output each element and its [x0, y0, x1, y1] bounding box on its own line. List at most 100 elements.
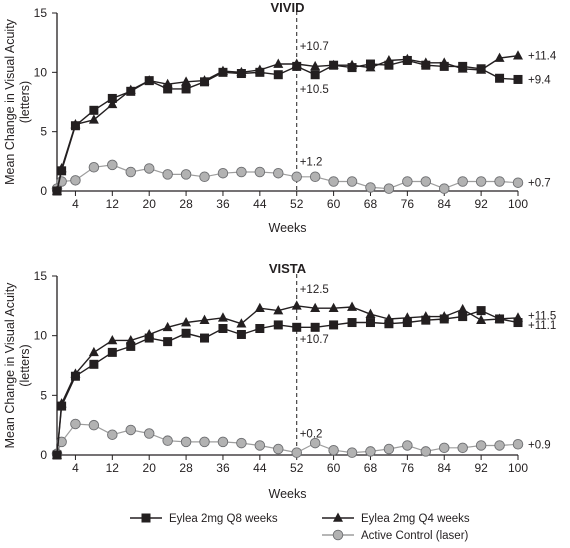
y-axis-label-line: Mean Change in Visual Acuity — [3, 282, 17, 449]
data-point-laser — [457, 442, 468, 454]
data-point-laser — [273, 167, 284, 179]
data-point-laser — [70, 175, 81, 186]
data-point-q4 — [347, 301, 358, 311]
data-point-q4 — [107, 98, 118, 109]
data-point-laser — [125, 424, 137, 436]
data-point-q8 — [126, 341, 136, 351]
data-point-q8 — [458, 312, 468, 322]
data-point-laser — [236, 166, 247, 178]
data-point-q8 — [329, 60, 339, 70]
data-point-q8 — [402, 55, 412, 65]
data-point-q4 — [217, 312, 228, 322]
data-point-laser — [180, 169, 192, 180]
data-point-laser — [420, 446, 432, 457]
data-point-laser — [56, 436, 67, 448]
data-point-laser — [291, 447, 302, 458]
data-point-laser — [199, 171, 210, 183]
data-point-q8 — [107, 93, 117, 103]
data-point-q8 — [163, 337, 173, 347]
vivid-panel: VIVID 0 5 10 15 4 12 20 28 36 44 52 60 68 76 84 92 100 Wee… — [3, 0, 557, 235]
data-point-laser — [309, 171, 321, 183]
data-point-laser — [217, 436, 229, 448]
data-point-laser — [199, 436, 210, 448]
value-annotation: +11.5 — [528, 310, 556, 322]
data-point-q8 — [89, 105, 99, 115]
data-point-q8 — [421, 315, 431, 325]
data-point-q8 — [144, 76, 154, 86]
data-point-q8 — [310, 70, 320, 80]
data-point-q8 — [310, 322, 320, 332]
data-point-q8 — [218, 324, 228, 334]
data-point-laser — [346, 447, 358, 458]
data-point-q8 — [163, 84, 173, 94]
x-tick-label: 92 — [474, 197, 488, 211]
value-annotation: +12.5 — [300, 284, 329, 296]
y-tick-label: 5 — [40, 388, 47, 402]
data-point-laser — [438, 183, 450, 194]
value-annotation: +11.1 — [528, 320, 556, 332]
data-point-laser — [438, 442, 450, 454]
data-point-q8 — [292, 322, 302, 332]
data-point-q8 — [255, 324, 265, 334]
data-point-laser — [180, 436, 192, 448]
legend-marker-q4 — [333, 512, 343, 522]
x-tick-label: 20 — [143, 197, 157, 211]
data-point-laser — [328, 176, 339, 187]
data-point-q4 — [88, 346, 99, 357]
data-point-q8 — [458, 61, 468, 71]
data-point-laser — [402, 176, 413, 187]
data-point-q4 — [88, 114, 99, 124]
data-point-q4 — [107, 334, 118, 345]
legend: Eylea 2mg Q8 weeks Eylea 2mg Q4 weeks Acti… — [130, 512, 470, 542]
data-point-q4 — [291, 300, 302, 310]
data-point-laser — [70, 418, 81, 430]
data-point-q8 — [347, 63, 357, 73]
x-tick-label: 44 — [253, 461, 267, 475]
data-point-q4 — [273, 58, 284, 68]
legend-marker-q8 — [141, 513, 151, 523]
x-tick-label: 36 — [216, 461, 230, 475]
x-tick-label: 36 — [216, 197, 230, 211]
data-point-q8 — [70, 371, 80, 381]
data-point-q4 — [513, 50, 523, 60]
data-point-q8 — [329, 320, 339, 330]
x-axis-label: Weeks — [269, 221, 307, 235]
data-point-q8 — [57, 166, 67, 176]
data-point-q4 — [476, 314, 487, 324]
data-point-laser — [162, 435, 173, 446]
data-point-q4 — [254, 302, 265, 313]
data-point-q8 — [495, 73, 505, 83]
x-tick-label: 100 — [508, 461, 528, 475]
y-axis-label-line: (letters) — [18, 81, 32, 123]
data-point-q8 — [439, 314, 449, 324]
data-point-q8 — [200, 77, 210, 87]
data-point-laser — [346, 176, 358, 187]
data-point-laser — [365, 182, 376, 193]
y-axis-label-line: (letters) — [18, 344, 32, 386]
data-point-laser — [475, 176, 487, 187]
x-tick-label: 12 — [106, 461, 120, 475]
x-tick-label: 60 — [327, 197, 341, 211]
data-point-q8 — [273, 320, 283, 330]
data-point-q8 — [144, 333, 154, 343]
data-point-laser — [383, 443, 395, 455]
x-tick-label: 76 — [401, 197, 415, 211]
data-point-q8 — [365, 59, 375, 69]
x-axis-label: Weeks — [269, 487, 307, 501]
data-point-q4 — [162, 321, 173, 332]
data-point-laser — [457, 176, 468, 187]
data-point-laser — [236, 437, 247, 449]
data-point-q8 — [384, 319, 394, 329]
data-point-q8 — [89, 359, 99, 369]
data-point-q8 — [255, 67, 265, 77]
y-tick-label: 0 — [40, 448, 47, 462]
data-point-q8 — [218, 67, 228, 77]
data-point-q8 — [421, 60, 431, 70]
value-annotation: +11.4 — [528, 51, 557, 63]
data-point-q8 — [513, 74, 523, 84]
data-point-q4 — [457, 303, 468, 314]
data-point-q4 — [181, 317, 192, 327]
data-point-q8 — [495, 314, 505, 324]
data-point-q8 — [365, 318, 375, 328]
data-point-q8 — [181, 328, 191, 338]
